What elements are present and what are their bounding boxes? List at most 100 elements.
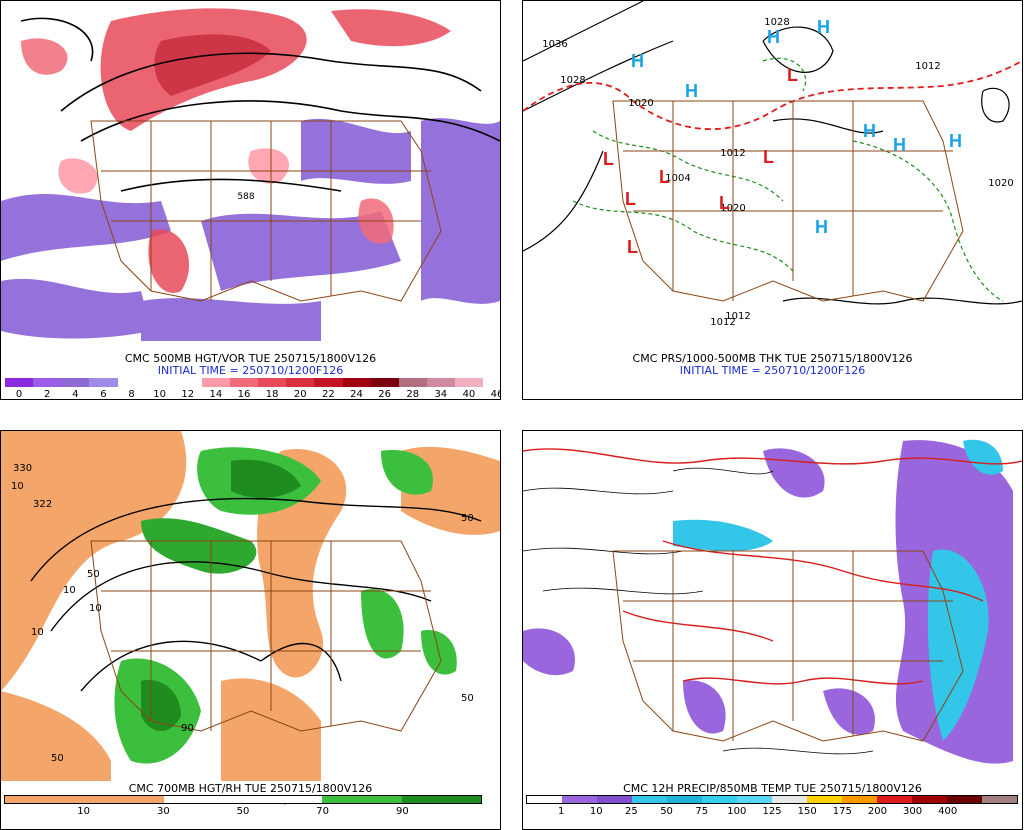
svg-text:1036: 1036 (542, 39, 567, 50)
svg-text:1028: 1028 (560, 75, 585, 86)
svg-text:H: H (949, 131, 962, 151)
colorbar-label: 16 (237, 389, 251, 400)
svg-text:L: L (659, 167, 670, 187)
svg-text:L: L (627, 237, 638, 257)
precip-colorbar (526, 795, 1018, 804)
svg-text:1020: 1020 (720, 203, 745, 214)
contour-label: 588 (237, 192, 254, 202)
colorbar-label: 70 (316, 806, 330, 817)
colorbar-label: 300 (903, 806, 923, 817)
colorbar-swatch (562, 796, 597, 803)
contour-labels: 330 10 322 10 10 50 50 10 90 50 50 (11, 463, 474, 764)
panel-title: CMC 700MB HGT/RH TUE 250715/1800V126 (128, 782, 373, 795)
colorbar-swatch (401, 796, 481, 803)
colorbar-label: 25 (625, 806, 638, 817)
colorbar-swatch (398, 378, 427, 387)
colorbar-swatch (322, 796, 402, 803)
svg-text:L: L (763, 147, 774, 167)
svg-text:L: L (625, 189, 636, 209)
colorbar-swatch (842, 796, 877, 803)
colorbar-swatch (61, 378, 90, 387)
colorbar-label: 0 (15, 389, 23, 400)
colorbar-label: 12 (181, 389, 195, 400)
colorbar-swatch (597, 796, 632, 803)
colorbar-swatch (982, 796, 1017, 803)
colorbar-swatch (230, 378, 259, 387)
colorbar-label: 34 (434, 389, 448, 400)
panel-precip-temperature: CMC 12H PRECIP/850MB TEMP TUE 250715/180… (522, 430, 1023, 830)
svg-text:330: 330 (13, 463, 32, 474)
svg-text:H: H (631, 51, 644, 71)
svg-text:L: L (603, 149, 614, 169)
vorticity-map: 588 588 (1, 1, 500, 351)
svg-text:1004: 1004 (665, 173, 690, 184)
colorbar-swatch (201, 378, 230, 387)
colorbar-label: 20 (293, 389, 307, 400)
colorbar-swatch (286, 378, 315, 387)
colorbar-swatch (877, 796, 912, 803)
initial-time: INITIAL TIME = 250710/1200F126 (157, 364, 344, 377)
svg-text:50: 50 (51, 753, 64, 764)
colorbar-swatch (84, 796, 164, 803)
svg-text:90: 90 (181, 723, 194, 734)
vorticity-colorbar-labels: 0246810121416182022242628344046 (5, 389, 500, 400)
colorbar-swatch (807, 796, 842, 803)
svg-text:1012: 1012 (725, 311, 750, 322)
colorbar-swatch (426, 378, 455, 387)
colorbar-label: 22 (321, 389, 335, 400)
colorbar-swatch (737, 796, 772, 803)
colorbar-label: 18 (265, 389, 279, 400)
svg-text:1012: 1012 (710, 317, 735, 328)
colorbar-swatch (242, 796, 323, 803)
colorbar-swatch (772, 796, 807, 803)
panel-title: CMC 500MB HGT/VOR TUE 250715/1800V126 (124, 352, 377, 365)
colorbar-swatch (5, 378, 34, 387)
colorbar-label: 4 (72, 389, 79, 400)
svg-text:10: 10 (31, 627, 44, 638)
colorbar-label: 125 (762, 806, 782, 817)
svg-text:1028: 1028 (764, 17, 789, 28)
svg-text:50: 50 (461, 693, 474, 704)
colorbar-label: 46 (490, 389, 500, 400)
colorbar-label: 90 (395, 806, 409, 817)
svg-text:1012: 1012 (720, 148, 745, 159)
panel-title: CMC 12H PRECIP/850MB TEMP TUE 250715/180… (623, 782, 922, 795)
colorbar-swatch (342, 378, 371, 387)
colorbar-swatch (667, 796, 702, 803)
colorbar-label: 6 (100, 389, 107, 400)
initial-time: INITIAL TIME = 250710/1200F126 (679, 364, 866, 377)
svg-text:10: 10 (63, 585, 76, 596)
svg-text:L: L (719, 193, 730, 213)
low-pressure-markers: L L L L L L L (603, 65, 798, 257)
svg-text:H: H (815, 217, 828, 237)
svg-text:H: H (893, 135, 906, 155)
precip-colorbar-labels: 1 10 25 50 75 100 125 150 175 200 300 400 (526, 806, 1018, 818)
panel-pressure-thickness: 1036 1028 1020 1028 1012 1004 1020 1012 … (522, 0, 1023, 400)
colorbar-label: 100 (727, 806, 747, 817)
svg-text:H: H (767, 27, 780, 47)
colorbar-label: 14 (209, 389, 223, 400)
panel-title: CMC PRS/1000-500MB THK TUE 250715/1800V1… (632, 352, 913, 365)
panel-500mb-vorticity: 588 588 CMC 500MB HGT/VOR TUE 250715/180… (0, 0, 501, 400)
humidity-colorbar-labels: 10 30 50 70 90 (4, 806, 482, 818)
colorbar-label: 40 (462, 389, 476, 400)
colorbar-swatch (455, 378, 484, 387)
colorbar-label: 50 (236, 806, 250, 817)
pressure-labels: 1036 1028 1020 1028 1012 1004 1020 1012 … (542, 17, 1013, 328)
colorbar-label: 175 (832, 806, 852, 817)
svg-text:1020: 1020 (628, 98, 653, 109)
colorbar-label: 200 (867, 806, 887, 817)
colorbar-label: 1 (557, 806, 565, 817)
pressure-map: 1036 1028 1020 1028 1012 1004 1020 1012 … (523, 1, 1022, 351)
colorbar-swatch (173, 378, 202, 387)
colorbar-label: 10 (589, 806, 603, 817)
high-pressure-markers: H H H H H H H H (631, 17, 962, 237)
svg-text:L: L (787, 65, 798, 85)
colorbar-label: 10 (77, 806, 91, 817)
colorbar-swatch (5, 796, 85, 803)
colorbar-swatch (145, 378, 174, 387)
colorbar-swatch (912, 796, 947, 803)
svg-text:H: H (685, 81, 698, 101)
svg-text:H: H (863, 121, 876, 141)
vorticity-colorbar (5, 378, 484, 387)
